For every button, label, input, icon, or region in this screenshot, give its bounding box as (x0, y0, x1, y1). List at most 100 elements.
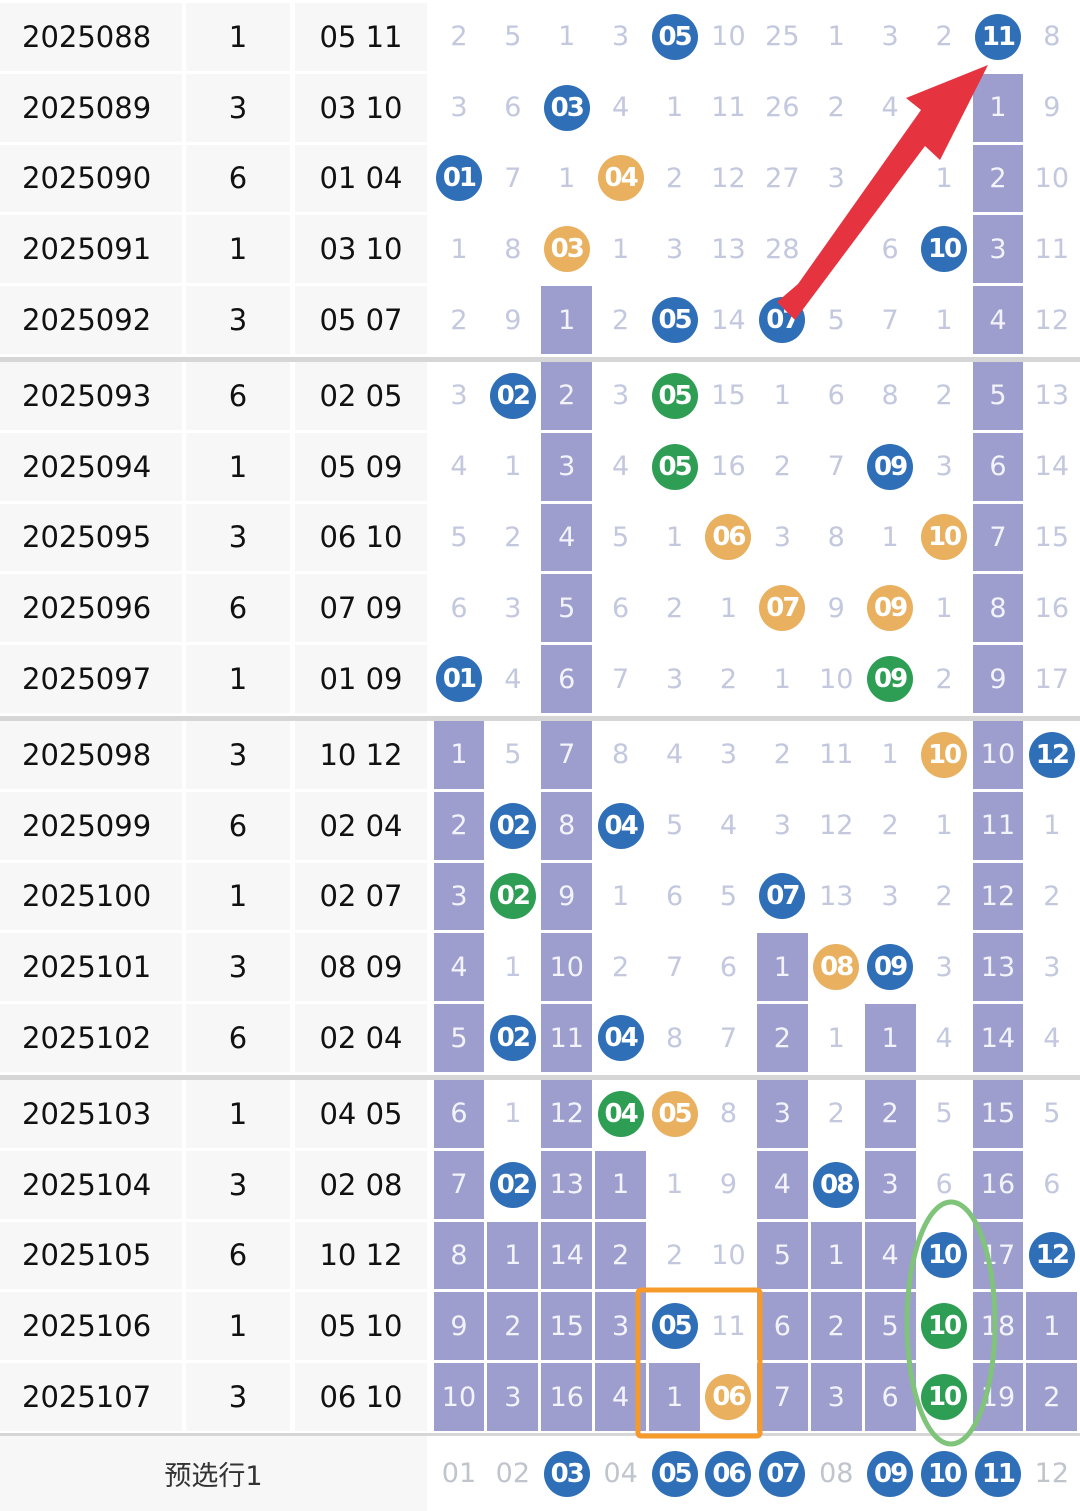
grid-cell: 10 (919, 215, 970, 283)
drawn-numbers: 01 09 (295, 645, 427, 713)
grid-cell: 11 (1034, 233, 1070, 265)
grid-cell: 02 (487, 362, 538, 430)
grid-cell: 05 (649, 433, 700, 501)
grid-cell: 07 (757, 863, 808, 931)
drawn-numbers: 05 10 (295, 1292, 427, 1361)
grid-cell: 1 (612, 233, 630, 265)
grid-cell: 6 (541, 645, 593, 713)
grid-cell: 1 (719, 592, 738, 624)
grid-cell: 1 (433, 721, 485, 789)
grid-cell: 8 (827, 521, 845, 553)
grid-cell: 4 (756, 1150, 808, 1219)
preselect-number[interactable]: 07 (757, 1436, 808, 1511)
grid-cell: 4 (864, 1221, 916, 1290)
preselect-number[interactable]: 02 (495, 1458, 531, 1489)
grid-cell: 11 (819, 739, 854, 771)
sum-value: 3 (186, 1363, 290, 1431)
preselect-number[interactable]: 12 (1034, 1458, 1070, 1489)
grid-cell: 2 (935, 21, 953, 53)
number-ball: 03 (543, 226, 590, 273)
grid-cell: 6 (972, 432, 1024, 501)
grid-cell: 7 (612, 663, 630, 695)
number-ball: 09 (867, 585, 914, 632)
grid-cell: 03 (541, 74, 592, 142)
grid-cell: 8 (612, 739, 630, 771)
sum-value: 1 (186, 1080, 290, 1148)
grid-cell: 2 (972, 144, 1024, 213)
group-divider (0, 1075, 1080, 1080)
grid-cell: 10 (433, 1363, 485, 1431)
number-ball: 02 (489, 372, 536, 419)
preselect-number[interactable]: 04 (603, 1458, 638, 1489)
grid-cell: 02 (487, 792, 538, 860)
grid-cell: 4 (541, 503, 593, 572)
sum-value: 6 (186, 574, 290, 643)
number-ball: 09 (867, 1450, 914, 1497)
sum-value: 6 (186, 1221, 290, 1290)
grid-cell: 01 (434, 145, 485, 213)
grid-cell: 11 (711, 92, 746, 124)
drawn-numbers: 02 04 (295, 791, 427, 860)
issue-number: 2025097 (0, 645, 182, 713)
number-ball: 02 (489, 1161, 536, 1208)
grid-cell: 10 (919, 1222, 970, 1290)
sum-value: 1 (186, 3, 290, 71)
grid-cell: 6 (612, 592, 630, 624)
grid-cell: 2 (773, 451, 791, 483)
grid-cell: 08 (811, 1151, 862, 1219)
grid-cell: 5 (541, 574, 593, 643)
grid-cell: 9 (541, 862, 593, 931)
drawn-numbers: 02 07 (295, 862, 427, 931)
preselect-number[interactable]: 01 (441, 1458, 477, 1489)
grid-cell: 1 (487, 1221, 539, 1290)
drawn-numbers: 01 04 (295, 144, 427, 213)
preselect-number[interactable]: 11 (973, 1436, 1024, 1511)
grid-cell: 1 (504, 1098, 522, 1130)
grid-cell: 1 (504, 451, 522, 483)
issue-number: 2025091 (0, 215, 182, 284)
grid-cell: 10 (919, 1292, 970, 1360)
sum-value: 6 (186, 144, 290, 213)
grid-cell: 1 (773, 663, 791, 695)
grid-cell: 16 (1034, 592, 1070, 624)
issue-number: 2025095 (0, 503, 182, 572)
preselect-number[interactable]: 05 (649, 1436, 700, 1511)
grid-cell: 2 (827, 92, 845, 124)
number-ball: 07 (759, 297, 806, 344)
grid-cell: 14 (541, 1221, 593, 1290)
grid-cell: 1 (504, 951, 522, 983)
sum-value: 1 (186, 215, 290, 284)
grid-cell: 3 (881, 880, 899, 912)
preselect-number[interactable]: 08 (819, 1458, 854, 1489)
grid-cell: 6 (756, 1292, 808, 1361)
grid-cell: 2 (595, 1221, 647, 1290)
grid-cell: 04 (595, 1080, 646, 1148)
preselect-number[interactable]: 03 (541, 1436, 592, 1511)
grid-cell: 1 (541, 286, 593, 354)
number-ball: 08 (813, 944, 860, 991)
grid-cell: 1 (827, 21, 845, 53)
grid-cell (865, 145, 916, 213)
grid-cell: 3 (612, 380, 630, 412)
grid-cell: 4 (881, 92, 899, 124)
number-ball: 07 (759, 585, 806, 632)
number-ball: 10 (921, 1232, 968, 1279)
preselect-number[interactable]: 09 (865, 1436, 916, 1511)
grid-cell: 7 (756, 1363, 808, 1431)
number-ball: 10 (921, 1303, 968, 1350)
grid-cell: 4 (719, 810, 738, 842)
drawn-numbers: 05 11 (295, 3, 427, 71)
grid-cell: 10 (819, 663, 854, 695)
drawn-numbers: 06 10 (295, 503, 427, 572)
grid-cell: 25 (765, 21, 800, 53)
grid-cell: 2 (810, 1292, 862, 1361)
preselect-number[interactable]: 10 (919, 1436, 970, 1511)
issue-number: 2025094 (0, 432, 182, 501)
drawn-numbers: 03 10 (295, 215, 427, 284)
sum-value: 3 (186, 933, 290, 1002)
grid-cell: 1 (810, 1221, 862, 1290)
preselect-number[interactable]: 06 (703, 1436, 754, 1511)
grid-cell: 02 (487, 863, 538, 931)
grid-cell: 15 (711, 380, 746, 412)
issue-number: 2025099 (0, 791, 182, 860)
